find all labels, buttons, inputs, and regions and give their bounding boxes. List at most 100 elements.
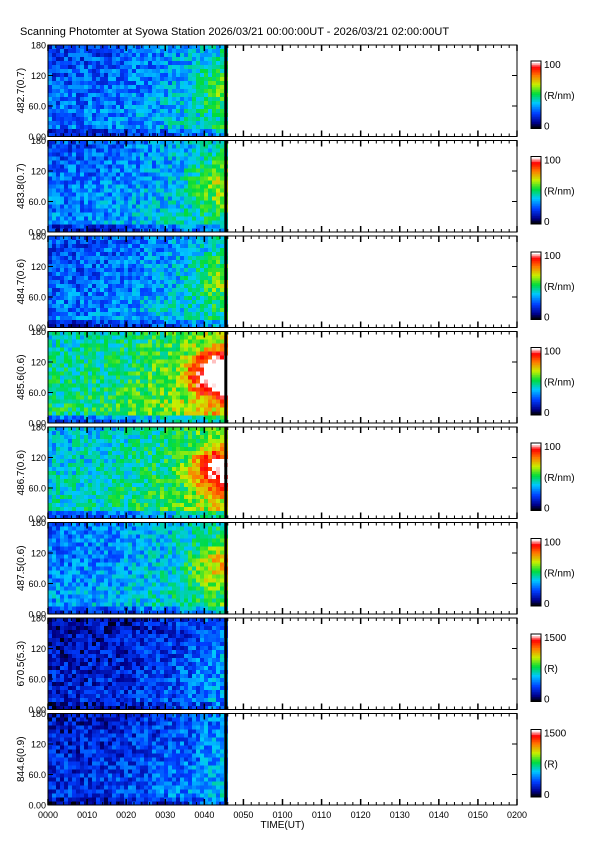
y-tick-label: 60.0 — [28, 102, 46, 112]
colorbar-min-label: 0 — [544, 408, 550, 419]
channel-label: 844.6(0.9) — [16, 736, 27, 782]
panel-5: 0.00 60.0 120 180 486.7(0.6) 100 0 (R/nm) — [16, 423, 575, 525]
channel-label: 484.7(0.6) — [16, 259, 27, 305]
y-tick-label: 0.00 — [28, 610, 46, 620]
colorbar-min-label: 0 — [544, 599, 550, 610]
colorbar — [530, 156, 542, 225]
colorbar — [530, 251, 542, 320]
colorbar-unit-label: (R) — [544, 664, 558, 675]
colorbar-unit-label: (R/nm) — [544, 473, 575, 484]
y-tick-label: 180 — [31, 232, 46, 242]
colorbar — [530, 538, 542, 607]
colorbar-max-label: 100 — [544, 251, 561, 262]
colorbar-max-label: 100 — [544, 156, 561, 167]
colorbar — [530, 633, 542, 702]
y-tick-label: 0.00 — [28, 132, 46, 142]
y-tick-label: 120 — [31, 167, 46, 177]
colorbar-min-label: 0 — [544, 122, 550, 133]
colorbar — [530, 347, 542, 416]
x-tick-label: 0200 — [507, 810, 527, 820]
x-tick-label: 0020 — [116, 810, 136, 820]
y-tick-label: 0.00 — [28, 419, 46, 429]
x-tick-label: 0150 — [468, 810, 488, 820]
x-tick-label: 0010 — [77, 810, 97, 820]
y-tick-label: 60.0 — [28, 293, 46, 303]
y-tick-label: 180 — [31, 327, 46, 337]
y-tick-label: 0.00 — [28, 228, 46, 238]
heatmap-image — [48, 331, 228, 424]
heatmap-image — [48, 618, 228, 710]
panel-2: 0.00 60.0 120 180 483.8(0.7) 100 0 (R/nm) — [16, 136, 575, 238]
y-tick-label: 120 — [31, 453, 46, 463]
channel-label: 487.5(0.6) — [16, 545, 27, 591]
colorbar-min-label: 0 — [544, 217, 550, 228]
colorbar-max-label: 100 — [544, 60, 561, 71]
colorbar-max-label: 1500 — [544, 729, 567, 740]
y-tick-label: 120 — [31, 740, 46, 750]
x-tick-label: 0120 — [351, 810, 371, 820]
chart-title: Scanning Photomter at Syowa Station 2026… — [20, 26, 450, 38]
x-tick-label: 0030 — [155, 810, 175, 820]
colorbar — [530, 442, 542, 511]
panel-8: 0.00 60.0 120 180 844.6(0.9) 1500 0 (R) — [16, 709, 567, 811]
heatmap-image — [48, 427, 228, 519]
y-tick-label: 60.0 — [28, 197, 46, 207]
panel-3: 0.00 60.0 120 180 484.7(0.6) 100 0 (R/nm) — [16, 232, 575, 334]
channel-label: 485.6(0.6) — [16, 354, 27, 400]
y-tick-label: 120 — [31, 549, 46, 559]
colorbar-unit-label: (R/nm) — [544, 377, 575, 388]
y-tick-label: 180 — [31, 423, 46, 433]
y-tick-label: 180 — [31, 518, 46, 528]
colorbar-min-label: 0 — [544, 313, 550, 324]
colorbar-unit-label: (R) — [544, 759, 558, 770]
heatmap-image — [48, 140, 228, 233]
heatmap-image — [48, 236, 228, 328]
colorbar-max-label: 100 — [544, 442, 561, 453]
y-tick-label: 60.0 — [28, 579, 46, 589]
channel-label: 483.8(0.7) — [16, 163, 27, 209]
heatmap-image — [48, 522, 228, 615]
x-tick-label: 0100 — [272, 810, 292, 820]
y-tick-label: 0.00 — [28, 705, 46, 715]
x-tick-label: 0050 — [233, 810, 253, 820]
x-axis-label: TIME(UT) — [261, 820, 305, 831]
colorbar-unit-label: (R/nm) — [544, 282, 575, 293]
y-tick-label: 60.0 — [28, 770, 46, 780]
colorbar — [530, 729, 542, 798]
x-tick-label: 0000 — [38, 810, 58, 820]
colorbar-unit-label: (R/nm) — [544, 568, 575, 579]
y-tick-label: 0.00 — [28, 801, 46, 811]
x-tick-label: 0110 — [312, 810, 331, 820]
colorbar-unit-label: (R/nm) — [544, 91, 575, 102]
y-tick-label: 60.0 — [28, 484, 46, 494]
y-tick-label: 60.0 — [28, 388, 46, 398]
y-tick-label: 180 — [31, 41, 46, 51]
y-tick-label: 180 — [31, 709, 46, 719]
colorbar-unit-label: (R/nm) — [544, 186, 575, 197]
x-tick-label: 0130 — [390, 810, 410, 820]
colorbar-max-label: 1500 — [544, 633, 567, 644]
channel-label: 486.7(0.6) — [16, 450, 27, 496]
y-tick-label: 120 — [31, 644, 46, 654]
y-tick-label: 0.00 — [28, 514, 46, 524]
panel-1: 0.00 60.0 120 180 482.7(0.7) 100 0 (R/nm) — [16, 41, 575, 143]
panel-6: 0.00 60.0 120 180 487.5(0.6) 100 0 (R/nm) — [16, 518, 575, 620]
y-tick-label: 120 — [31, 71, 46, 81]
y-tick-label: 60.0 — [28, 675, 46, 685]
x-tick-label: 0140 — [429, 810, 449, 820]
channel-label: 670.5(5.3) — [16, 641, 27, 687]
channel-label: 482.7(0.7) — [16, 68, 27, 114]
panel-7: 0.00 60.0 120 180 670.5(5.3) 1500 0 (R) — [16, 614, 567, 716]
heatmap-image — [48, 45, 228, 137]
heatmap-image — [48, 713, 228, 806]
colorbar-max-label: 100 — [544, 538, 561, 549]
y-tick-label: 180 — [31, 136, 46, 146]
colorbar-min-label: 0 — [544, 504, 550, 515]
colorbar — [530, 60, 542, 129]
colorbar-min-label: 0 — [544, 790, 550, 801]
y-tick-label: 120 — [31, 358, 46, 368]
colorbar-max-label: 100 — [544, 347, 561, 358]
panel-4: 0.00 60.0 120 180 485.6(0.6) 100 0 (R/nm) — [16, 327, 575, 429]
y-tick-label: 120 — [31, 262, 46, 272]
